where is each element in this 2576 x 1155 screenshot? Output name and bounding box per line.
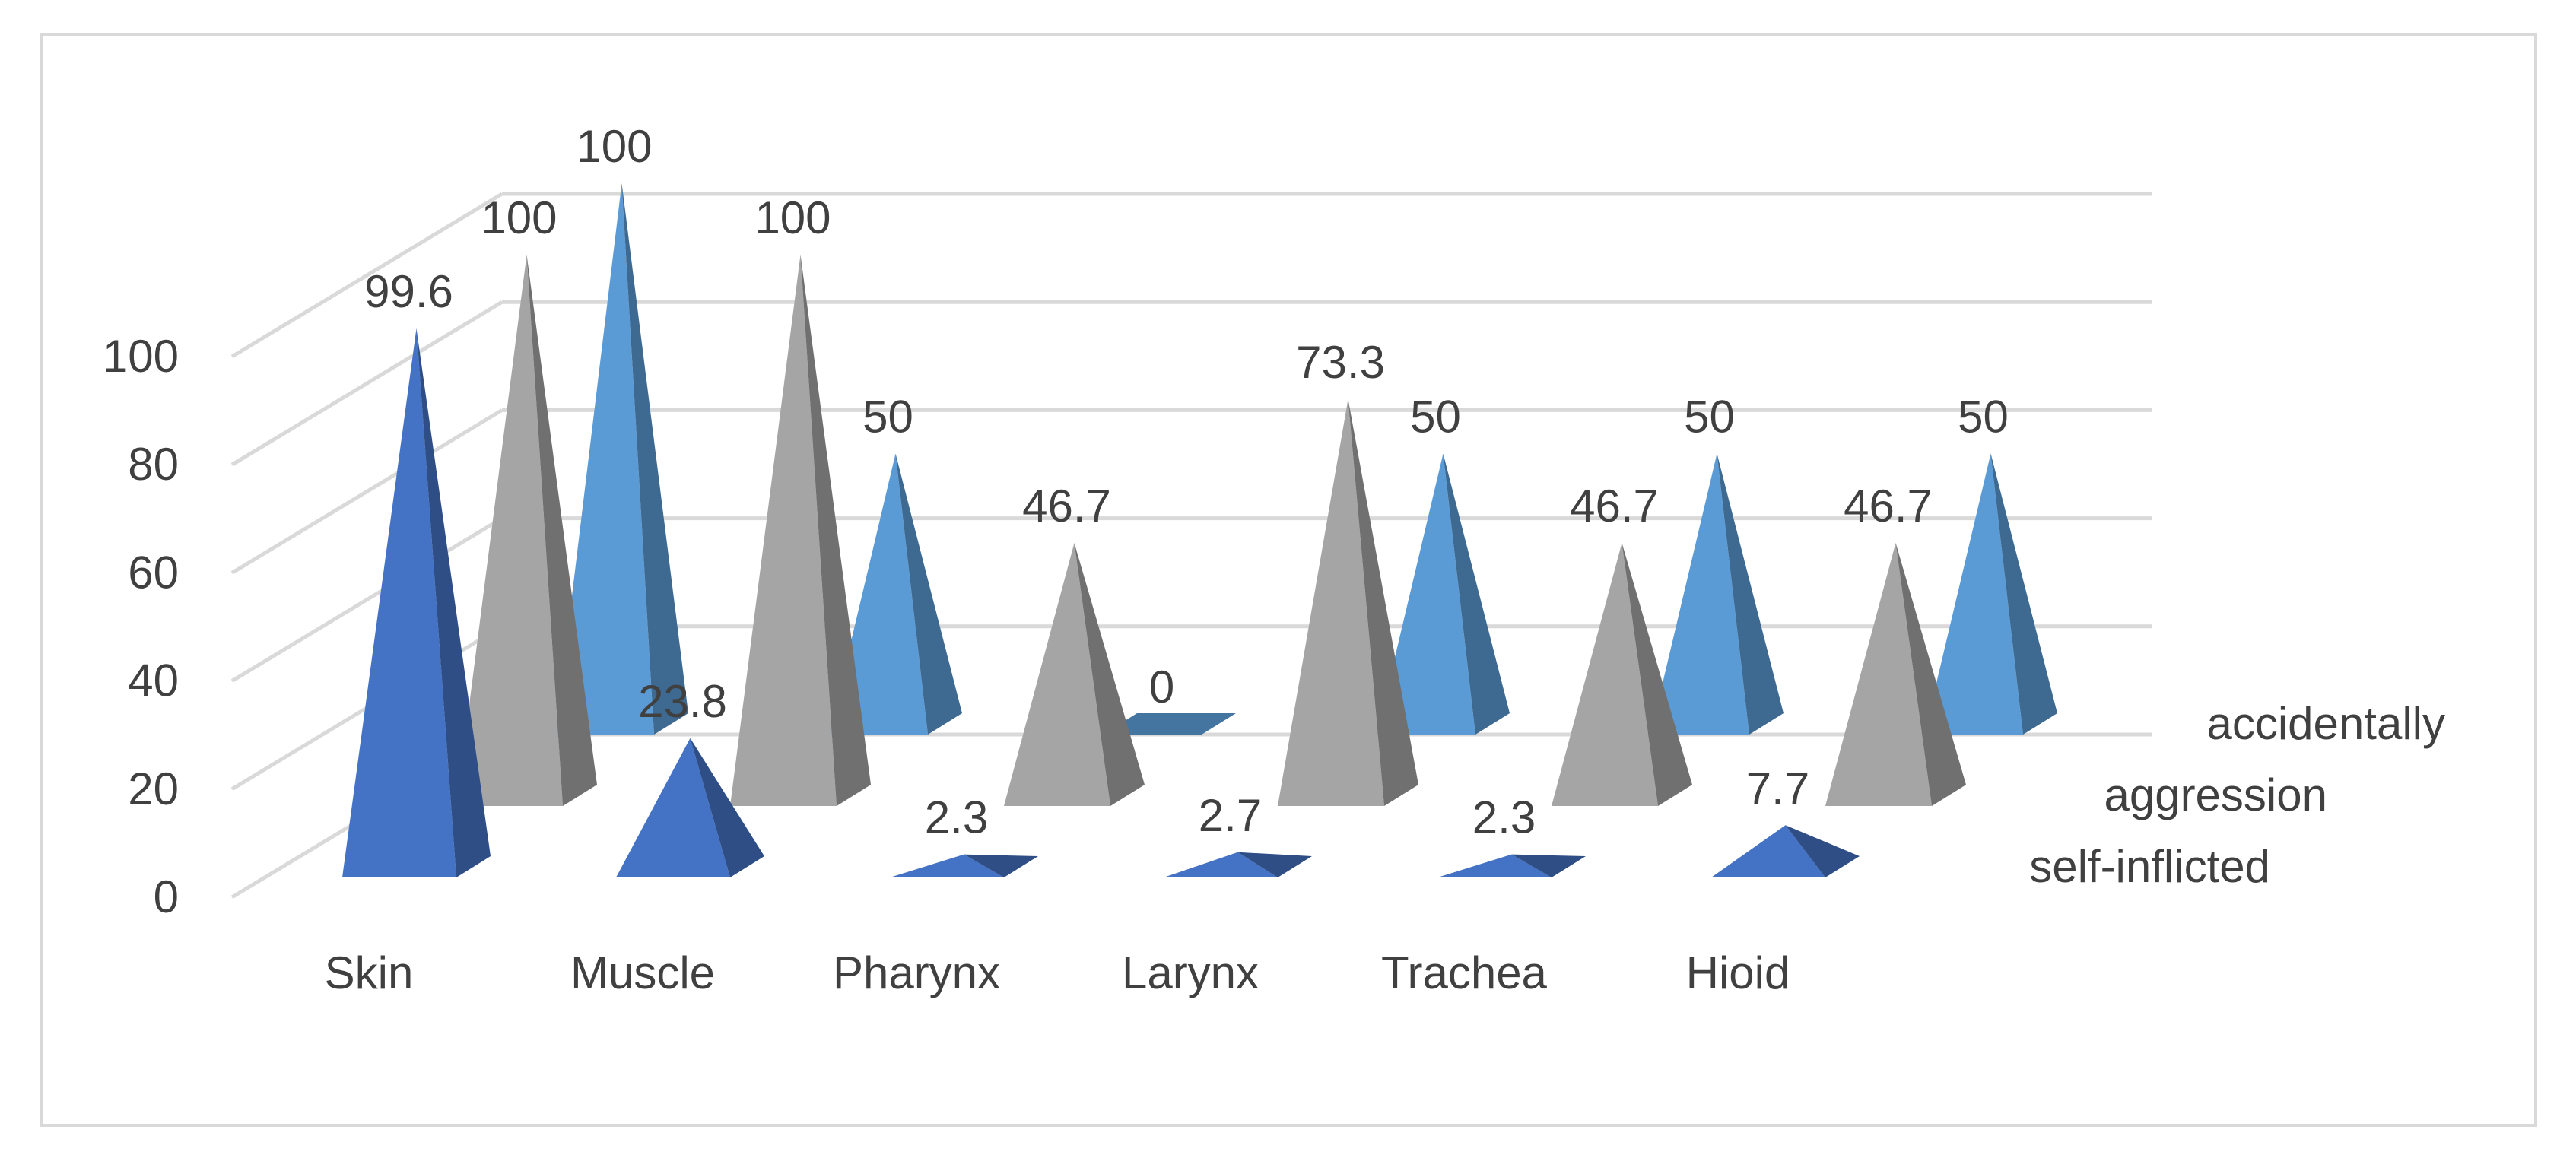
data-label: 2.3 <box>925 792 988 843</box>
series-labels: self-inflicted aggression accidentally <box>2029 698 2445 892</box>
gridline-diagonal <box>230 192 503 359</box>
data-label: 50 <box>862 392 913 443</box>
pyramid-self-inflicted-skin <box>342 328 491 877</box>
pyramid-accidentally-trachea <box>1650 453 1784 735</box>
data-label: 100 <box>481 192 557 243</box>
pyramid-self-inflicted-pharynx <box>890 854 1038 877</box>
data-label: 46.7 <box>1844 481 1933 531</box>
category-label: Pharynx <box>833 947 1000 998</box>
pyramid-aggression-trachea <box>1552 542 1692 806</box>
y-tick-label: 20 <box>128 763 179 814</box>
chart-frame <box>40 33 2537 1127</box>
y-tick-label: 100 <box>103 331 179 382</box>
category-labels: Skin Muscle Pharynx Larynx Trachea Hioid <box>325 947 1790 998</box>
pyramid-aggression-hioid <box>1825 542 1966 806</box>
series-label: accidentally <box>2206 698 2445 749</box>
series-label: self-inflicted <box>2029 841 2270 892</box>
pyramid-self-inflicted-larynx <box>1164 852 1312 877</box>
pyramid-self-inflicted-hioid <box>1711 825 1860 877</box>
pyramid-accidentally-pharynx <box>1103 713 1236 735</box>
data-label: 100 <box>576 121 652 172</box>
data-label: 99.6 <box>364 266 453 317</box>
pyramid-aggression-skin <box>456 255 597 806</box>
y-axis-ticks: 0 20 40 60 80 100 <box>103 331 179 922</box>
gridline-diagonal <box>230 408 503 575</box>
data-label: 0 <box>1149 662 1174 712</box>
category-label: Larynx <box>1122 947 1259 998</box>
pyramid-accidentally-skin <box>555 183 688 735</box>
series-label: aggression <box>2104 769 2327 820</box>
data-label: 7.7 <box>1746 763 1809 814</box>
gridline-diagonal <box>230 516 503 683</box>
pyramid-self-inflicted-trachea <box>1437 854 1586 877</box>
data-label: 50 <box>1684 392 1735 443</box>
pyramids <box>342 183 2057 877</box>
category-label: Trachea <box>1381 947 1548 998</box>
y-tick-label: 60 <box>128 547 179 598</box>
pyramid-self-inflicted-muscle <box>616 738 764 877</box>
pyramid-accidentally-larynx <box>1377 453 1510 735</box>
data-label: 46.7 <box>1022 481 1111 531</box>
data-label: 2.3 <box>1472 792 1536 843</box>
data-label: 23.8 <box>638 676 727 727</box>
pyramid-aggression-pharynx <box>1004 542 1145 806</box>
data-label: 100 <box>754 192 831 243</box>
pyramid-aggression-larynx <box>1278 398 1418 806</box>
gridline-diagonal <box>230 300 503 467</box>
y-tick-label: 0 <box>154 871 179 922</box>
pyramid-accidentally-hioid <box>1924 453 2057 735</box>
data-label: 46.7 <box>1570 481 1659 531</box>
pyramid-aggression-muscle <box>730 255 871 806</box>
data-labels: 100 50 0 50 50 50 100 100 46.7 73.3 46.7 46.7 99.6 23… <box>364 121 2009 843</box>
data-label: 73.3 <box>1296 337 1385 388</box>
data-label: 50 <box>1410 392 1461 443</box>
y-tick-label: 40 <box>128 655 179 706</box>
data-label: 50 <box>1958 392 2009 443</box>
category-label: Muscle <box>570 947 715 998</box>
category-label: Hioid <box>1686 947 1790 998</box>
data-label: 2.7 <box>1199 790 1262 841</box>
y-tick-label: 80 <box>128 439 179 490</box>
category-label: Skin <box>325 947 414 998</box>
